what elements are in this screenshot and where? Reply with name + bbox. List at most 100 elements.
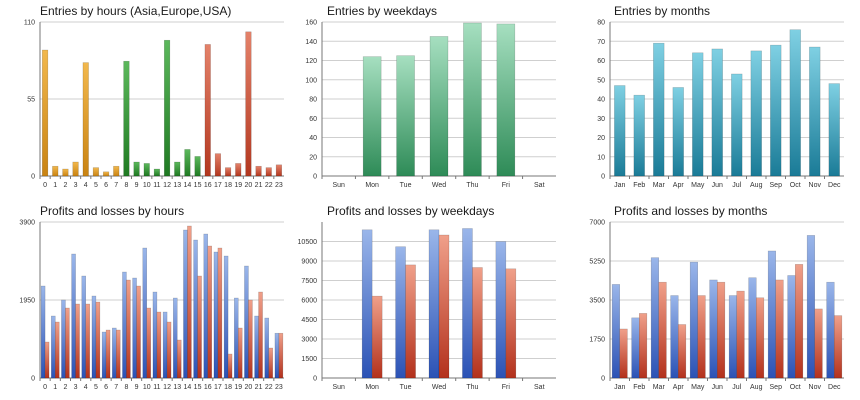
profit-bar (122, 271, 127, 379)
chart-title: Entries by hours (Asia,Europe,USA) (40, 4, 232, 18)
x-tick-label: Sat (534, 384, 545, 391)
loss-bar (775, 279, 784, 379)
x-tick-label: 7 (114, 384, 118, 391)
loss-bar (258, 291, 263, 379)
x-tick-label: 17 (214, 182, 222, 189)
x-tick-label: Dec (828, 384, 841, 391)
x-tick-label: 13 (173, 182, 181, 189)
profit-bar (91, 295, 97, 379)
x-tick-label: Jul (732, 384, 741, 391)
y-tick-label: 60 (597, 58, 605, 65)
loss-bar (795, 264, 804, 379)
y-tick-label: 55 (27, 97, 35, 104)
loss-bar (438, 234, 450, 379)
loss-bar (95, 301, 101, 379)
profit-bar (40, 285, 46, 379)
loss-bar (505, 268, 517, 379)
chart-entries-by-weekdays: Entries by weekdays 0 20 40 60 80 100 120 140 16… (290, 4, 560, 194)
profit-bar (51, 315, 56, 379)
loss-bar (116, 329, 121, 379)
profit-bar (152, 291, 158, 379)
loss-bar (834, 315, 843, 379)
x-tick-label: 11 (153, 182, 160, 189)
bar (463, 22, 482, 177)
x-tick-label: Jan (614, 384, 625, 391)
profit-bar (142, 247, 148, 379)
chart-plot: 0 1500 3000 4500 6000 7500 9000 10500 Sun Mon Tue W… (298, 222, 556, 391)
loss-bar (166, 321, 172, 379)
profit-bar (183, 229, 188, 379)
x-tick-label: 0 (43, 182, 47, 189)
profit-bar (81, 275, 87, 379)
profit-bar (274, 332, 280, 379)
y-tick-label: 50 (597, 77, 605, 84)
bar (496, 23, 516, 177)
bar (789, 29, 801, 177)
x-tick-label: Jun (712, 182, 723, 189)
x-tick-label: Sun (332, 384, 345, 391)
x-tick-label: Sat (534, 182, 545, 189)
profit-bar (244, 265, 249, 379)
profit-bar (223, 255, 229, 379)
loss-bar (65, 307, 70, 379)
y-tick-label: 0 (601, 376, 605, 383)
y-tick-label: 100 (305, 77, 317, 84)
x-tick-label: 21 (255, 384, 263, 391)
profit-bar (213, 251, 219, 379)
bar (692, 52, 704, 177)
x-tick-label: Mar (653, 182, 666, 189)
bar (770, 44, 782, 177)
loss-bar (248, 299, 253, 379)
loss-bar (472, 267, 483, 379)
profit-bar (631, 317, 640, 379)
y-tick-label: 110 (24, 20, 35, 27)
x-tick-label: Jun (712, 384, 723, 391)
x-tick-label: Nov (809, 182, 822, 189)
y-tick-label: 1950 (19, 298, 35, 305)
y-tick-label: 7500 (301, 278, 317, 285)
x-tick-label: 8 (124, 384, 128, 391)
profit-bar (101, 331, 107, 379)
x-tick-label: 2 (63, 384, 67, 391)
loss-bar (619, 328, 628, 379)
bar (245, 31, 252, 177)
x-tick-label: 10 (143, 384, 151, 391)
loss-bar (136, 285, 141, 379)
x-tick-label: 5 (94, 182, 98, 189)
y-tick-label: 3000 (301, 337, 317, 344)
y-tick-label: 0 (313, 174, 317, 181)
x-tick-label: 21 (255, 182, 263, 189)
loss-bar (146, 307, 151, 379)
bar (92, 167, 99, 177)
chart-profits-losses-by-months: Profits and losses by months 0 1750 3500 52… (578, 204, 848, 396)
y-tick-label: 60 (309, 116, 317, 123)
x-tick-label: Aug (750, 182, 763, 189)
loss-bar (44, 341, 50, 379)
profit-bar (495, 241, 507, 379)
loss-bar (658, 281, 667, 379)
bar (62, 168, 69, 177)
loss-bar (639, 313, 648, 379)
chart-plot: 0 1750 3500 5250 7000 Jan Feb Mar Apr May Jun Jul Au… (589, 220, 844, 391)
x-tick-label: Mon (365, 384, 379, 391)
y-tick-label: 4500 (301, 317, 317, 324)
y-tick-label: 80 (309, 97, 317, 104)
bar (828, 83, 840, 177)
y-tick-label: 6000 (301, 298, 317, 305)
loss-bar (126, 279, 131, 379)
x-tick-label: 6 (104, 384, 108, 391)
profit-bar (203, 233, 209, 379)
loss-bar (75, 303, 80, 379)
bar (164, 39, 171, 177)
loss-bar (278, 332, 284, 379)
x-tick-label: 22 (265, 182, 273, 189)
x-tick-label: Apr (673, 384, 685, 391)
loss-bar (156, 311, 162, 379)
x-tick-label: 22 (265, 384, 273, 391)
x-tick-label: 17 (214, 384, 222, 391)
x-tick-label: Apr (673, 182, 685, 189)
chart-title: Profits and losses by weekdays (327, 204, 495, 218)
bar (653, 42, 665, 177)
y-tick-label: 0 (31, 376, 35, 383)
